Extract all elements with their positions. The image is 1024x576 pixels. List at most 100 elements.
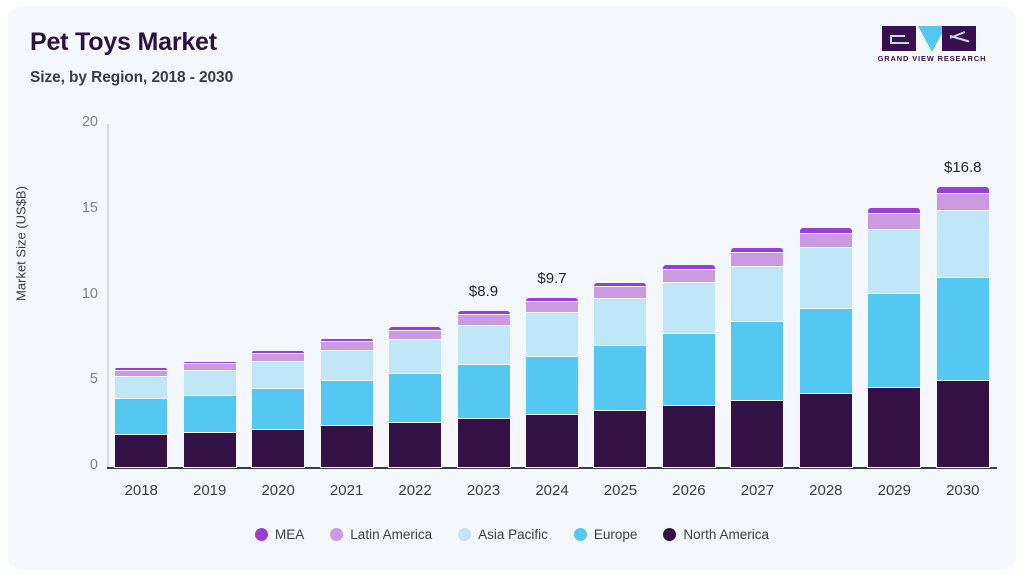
legend-label: North America xyxy=(683,526,769,542)
legend-item[interactable]: MEA xyxy=(255,527,304,542)
bar-segment[interactable] xyxy=(799,247,852,308)
y-axis-tick-label: 10 xyxy=(81,285,98,302)
bar-segment[interactable] xyxy=(115,368,168,371)
bar-segment[interactable] xyxy=(662,333,715,406)
bar-segment[interactable] xyxy=(115,370,168,377)
bar-segment[interactable] xyxy=(799,232,852,248)
bar-segment[interactable] xyxy=(457,364,510,419)
chart-plot-area: 0 5 10 15 20 Market Size (US$B) 2018 2019 2020… xyxy=(8,6,1016,570)
bar-segment[interactable] xyxy=(389,372,442,422)
bar-segment[interactable] xyxy=(183,370,236,395)
bar-segment[interactable] xyxy=(594,345,647,410)
data-label: $8.9 xyxy=(468,283,499,301)
bar-segment[interactable] xyxy=(936,209,989,277)
bar-segment[interactable] xyxy=(868,208,921,214)
legend-label: Latin America xyxy=(350,526,433,542)
logo-left-box-icon xyxy=(882,26,916,51)
bar-segment[interactable] xyxy=(320,424,373,467)
bar-segment[interactable] xyxy=(799,228,852,233)
bar-segment[interactable] xyxy=(252,350,305,353)
bar-segment[interactable] xyxy=(868,292,921,388)
bar-segment[interactable] xyxy=(526,413,578,467)
x-axis-tick-label: 2018 xyxy=(124,482,158,499)
bar-segment[interactable] xyxy=(731,265,784,322)
legend-label: Europe xyxy=(593,526,638,542)
bar-segment[interactable] xyxy=(526,300,578,312)
x-axis-tick-label: 2027 xyxy=(740,482,775,499)
bar-segment[interactable] xyxy=(252,388,305,430)
data-label: $9.7 xyxy=(537,269,567,287)
bar-segment[interactable] xyxy=(389,339,442,373)
legend-swatch-icon xyxy=(573,527,587,541)
bar-segment[interactable] xyxy=(594,409,647,467)
legend-item[interactable]: Asia Pacific xyxy=(458,527,548,542)
bar-group[interactable] xyxy=(389,124,442,467)
x-axis-tick-label: 2028 xyxy=(809,482,843,499)
bar-group[interactable] xyxy=(183,124,236,467)
bar-segment[interactable] xyxy=(731,251,784,266)
bar-segment[interactable] xyxy=(799,393,852,467)
bar-group[interactable] xyxy=(115,124,168,467)
bar-segment[interactable] xyxy=(457,311,510,315)
legend-item[interactable]: North America xyxy=(663,527,769,542)
bar-segment[interactable] xyxy=(457,314,510,325)
bar-group[interactable] xyxy=(868,124,921,467)
bar-segment[interactable] xyxy=(799,307,852,394)
bar-segment[interactable] xyxy=(662,265,715,269)
bar-segment[interactable] xyxy=(457,418,510,467)
bar-segment[interactable] xyxy=(183,394,236,432)
bar-segment[interactable] xyxy=(526,297,578,301)
bar-segment[interactable] xyxy=(731,400,784,467)
x-axis-line xyxy=(107,467,997,469)
bar-segment[interactable] xyxy=(320,349,373,380)
bar-segment[interactable] xyxy=(936,187,989,193)
y-axis-tick-label: 15 xyxy=(81,199,98,216)
bar-segment[interactable] xyxy=(594,282,647,287)
bar-segment[interactable] xyxy=(115,376,168,399)
bar-group[interactable] xyxy=(799,124,852,467)
bar-segment[interactable] xyxy=(252,360,305,389)
bar-segment[interactable] xyxy=(936,276,989,380)
bar-segment[interactable] xyxy=(389,327,442,330)
bar-segment[interactable] xyxy=(183,363,236,371)
bar-segment[interactable] xyxy=(868,213,921,230)
bar-segment[interactable] xyxy=(594,298,647,346)
bar-segment[interactable] xyxy=(252,352,305,361)
bar-segment[interactable] xyxy=(389,421,442,467)
bar-segment[interactable] xyxy=(868,229,921,293)
legend-item[interactable]: Europe xyxy=(573,526,638,542)
x-axis-tick-label: 2022 xyxy=(398,482,432,499)
bar-group[interactable] xyxy=(526,124,578,467)
legend-item[interactable]: Latin America xyxy=(330,527,432,542)
bar-group[interactable] xyxy=(457,124,510,467)
bar-segment[interactable] xyxy=(320,338,373,341)
bar-group[interactable] xyxy=(320,124,373,467)
bar-segment[interactable] xyxy=(457,324,510,365)
logo-wordmark: GRAND VIEW RESEARCH xyxy=(877,54,987,63)
bar-group[interactable] xyxy=(594,124,647,467)
bar-segment[interactable] xyxy=(936,192,989,210)
bar-segment[interactable] xyxy=(183,431,236,467)
legend-label: Asia Pacific xyxy=(478,526,548,542)
bar-segment[interactable] xyxy=(662,405,715,467)
bar-segment[interactable] xyxy=(115,434,168,467)
bar-group[interactable] xyxy=(936,124,989,467)
bar-segment[interactable] xyxy=(320,379,373,425)
bar-segment[interactable] xyxy=(868,387,921,467)
bar-segment[interactable] xyxy=(526,355,578,414)
bar-segment[interactable] xyxy=(662,281,715,334)
bar-segment[interactable] xyxy=(936,379,989,467)
bar-group[interactable] xyxy=(662,124,715,467)
bar-segment[interactable] xyxy=(594,286,647,299)
bar-segment[interactable] xyxy=(320,340,373,350)
bar-segment[interactable] xyxy=(526,311,578,356)
bar-group[interactable] xyxy=(731,124,784,467)
bar-segment[interactable] xyxy=(731,247,784,252)
bar-group[interactable] xyxy=(252,124,305,467)
bar-segment[interactable] xyxy=(183,361,236,364)
bar-segment[interactable] xyxy=(389,329,442,340)
bar-segment[interactable] xyxy=(662,268,715,282)
bar-segment[interactable] xyxy=(731,321,784,401)
bar-segment[interactable] xyxy=(252,429,305,467)
bar-segment[interactable] xyxy=(115,398,168,435)
